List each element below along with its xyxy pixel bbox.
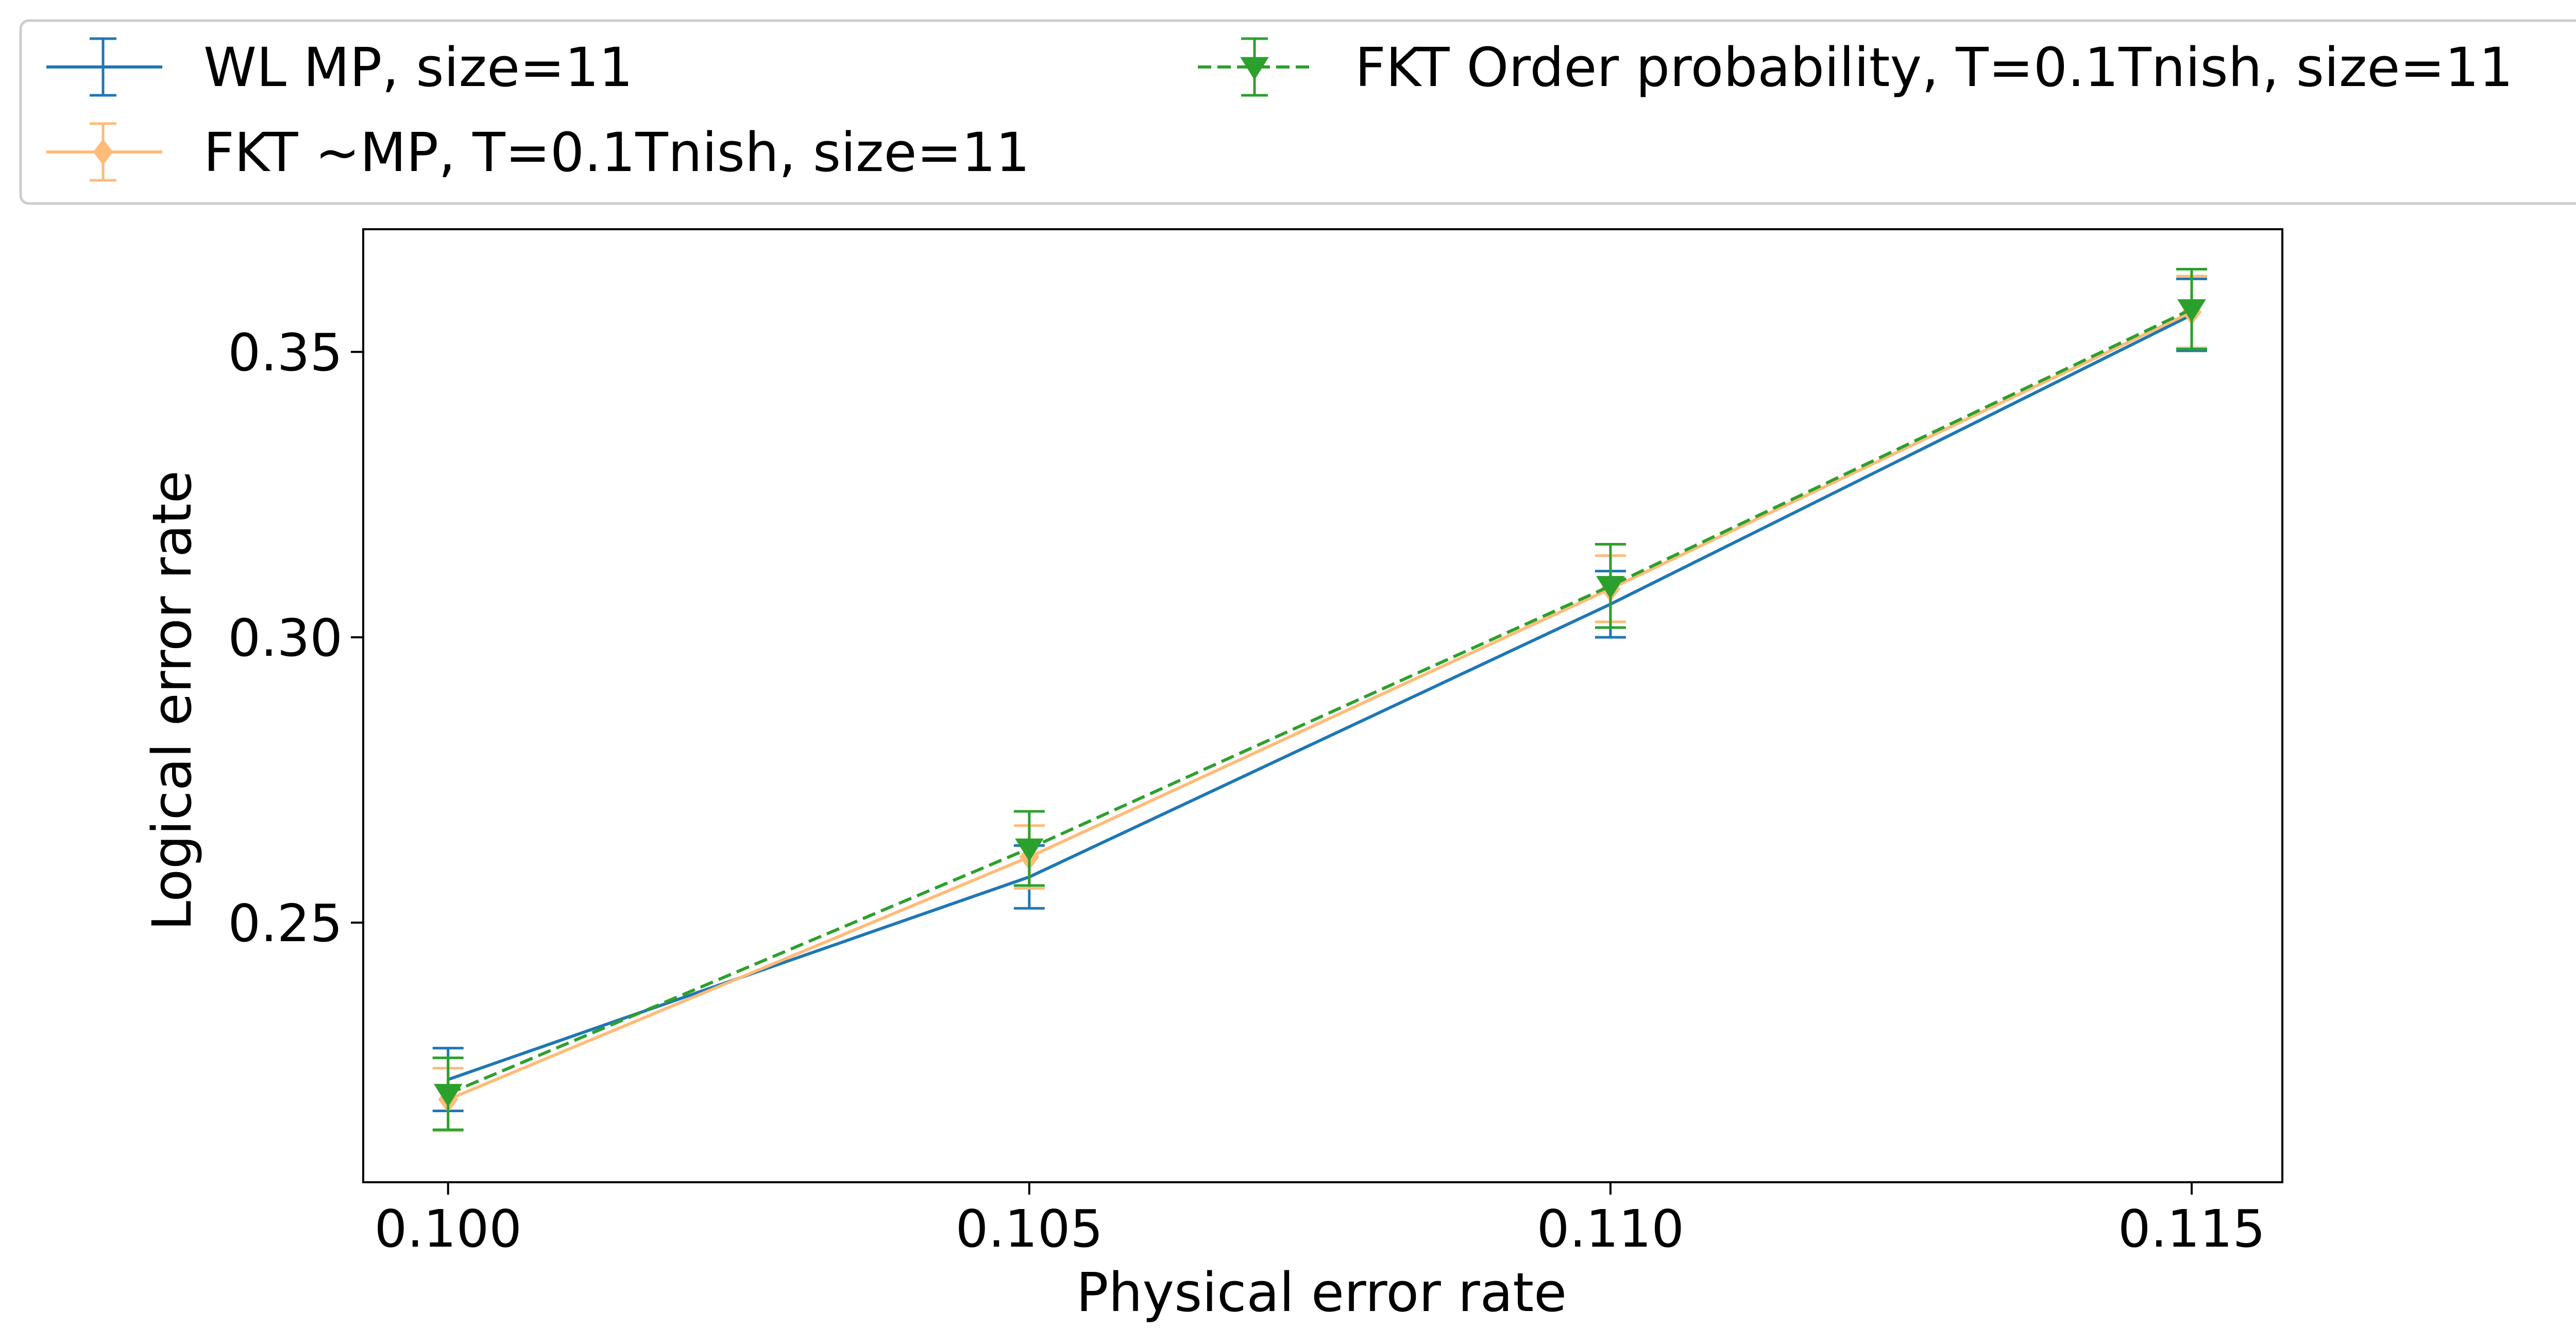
x-tick-label: 0.100 xyxy=(375,1199,522,1259)
data-point xyxy=(1015,838,1044,862)
legend-frame xyxy=(19,19,2576,205)
data-point xyxy=(433,1084,463,1107)
x-tick-label: 0.105 xyxy=(956,1199,1103,1259)
data-point xyxy=(1596,576,1625,599)
y-tick-label: 0.25 xyxy=(228,893,343,954)
plot-area: 0.100 0.105 0.110 0.115 0.25 0.30 0.35 xyxy=(228,228,2283,1259)
plot-frame xyxy=(362,228,2283,1183)
x-axis-label: Physical error rate xyxy=(1076,1261,1567,1324)
legend-marker xyxy=(93,139,113,165)
series-line xyxy=(447,310,2193,1101)
x-tick-label: 0.110 xyxy=(1537,1199,1684,1259)
legend-marker xyxy=(1240,57,1269,80)
legend-label: WL MP, size=11 xyxy=(204,36,633,99)
series-line xyxy=(447,308,2193,1096)
legend-label: FKT ~MP, T=0.1Tnish, size=11 xyxy=(204,121,1030,184)
y-tick-label: 0.30 xyxy=(228,608,343,668)
x-tick-label: 0.115 xyxy=(2118,1199,2265,1259)
legend: WL MP, size=11 FKT ~MP, T=0.1Tnish, size=… xyxy=(19,19,2576,205)
y-axis-label: Logical error rate xyxy=(141,470,204,931)
data-point xyxy=(2177,299,2206,322)
legend-label: FKT Order probability, T=0.1Tnish, size=… xyxy=(1355,36,2513,99)
y-tick-label: 0.35 xyxy=(228,322,343,383)
